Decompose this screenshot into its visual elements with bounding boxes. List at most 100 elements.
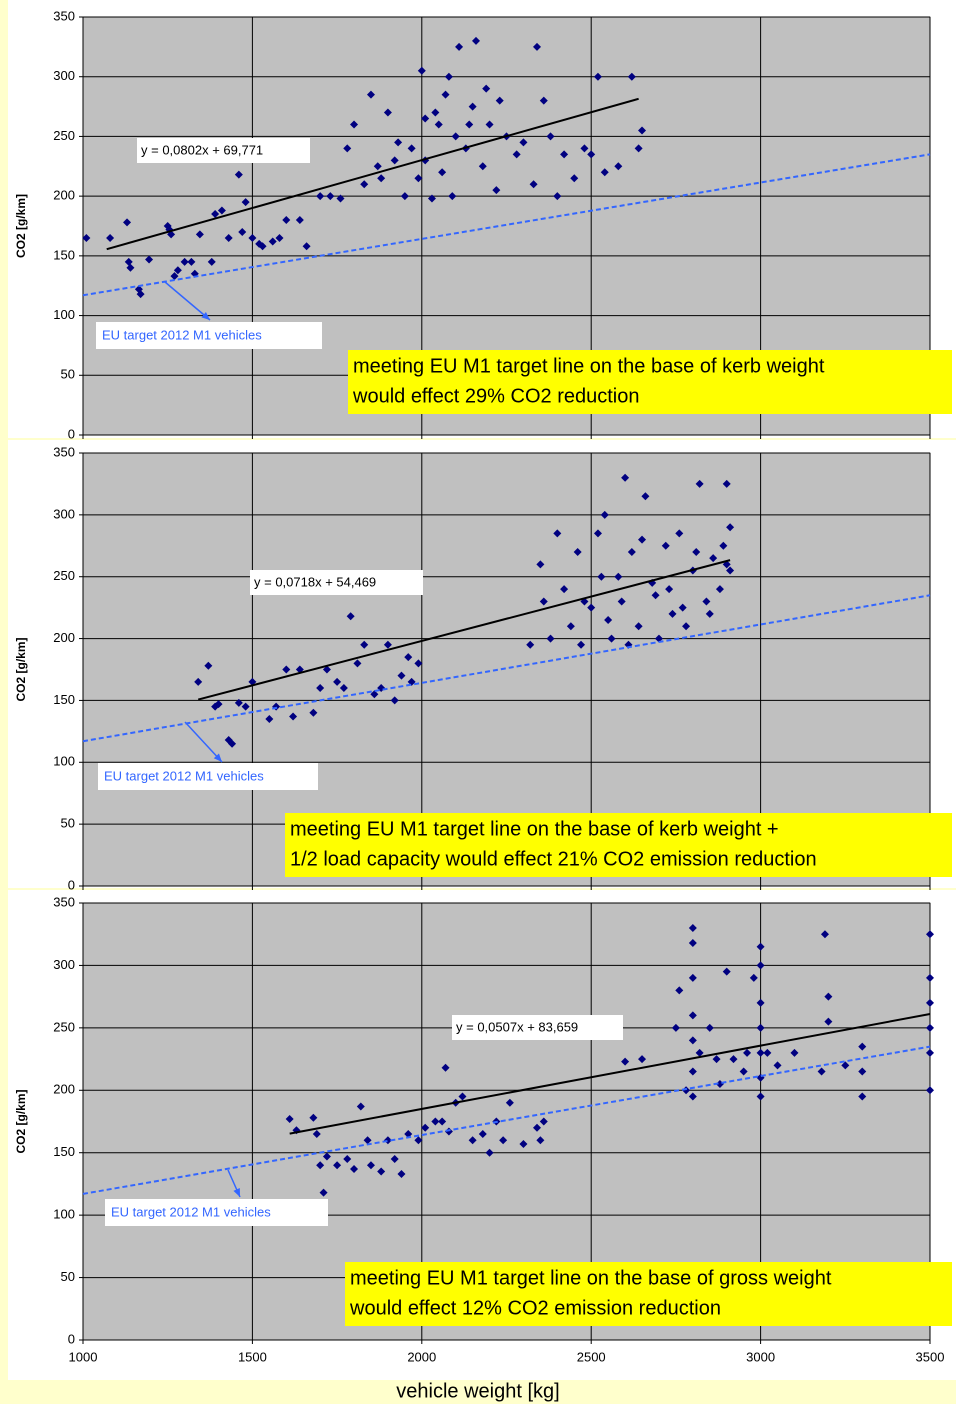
data-point	[82, 233, 91, 242]
y-tick-label: 350	[53, 444, 75, 459]
x-tick-label: 1500	[238, 1349, 267, 1364]
data-point	[743, 1048, 752, 1057]
data-point	[343, 144, 352, 153]
data-point	[207, 257, 216, 266]
data-point	[319, 1188, 328, 1197]
x-tick-label: 3500	[916, 1349, 945, 1364]
target-arrow	[164, 281, 211, 321]
note-box	[348, 350, 952, 414]
data-point	[194, 677, 203, 686]
data-point	[726, 523, 735, 532]
data-point	[228, 739, 237, 748]
data-point	[173, 266, 182, 275]
y-tick-label: 150	[53, 1144, 75, 1159]
data-point	[170, 272, 179, 281]
data-point	[627, 72, 636, 81]
note-line: meeting EU M1 target line on the base of…	[350, 1267, 832, 1289]
data-point	[316, 684, 325, 693]
target-label: EU target 2012 M1 vehicles	[102, 327, 262, 342]
data-point	[858, 1042, 867, 1051]
data-point	[495, 96, 504, 105]
data-point	[587, 603, 596, 612]
x-axis-label: vehicle weight [kg]	[396, 1380, 559, 1402]
target-label-box	[96, 322, 322, 349]
data-point	[546, 634, 555, 643]
data-point	[431, 1117, 440, 1126]
data-point	[366, 90, 375, 99]
y-tick-label: 250	[53, 128, 75, 143]
data-point	[519, 1139, 528, 1148]
data-point	[756, 998, 765, 1007]
data-point	[675, 529, 684, 538]
data-point	[715, 585, 724, 594]
data-point	[499, 1136, 508, 1145]
note-line: meeting EU M1 target line on the base of…	[353, 355, 825, 377]
data-point	[722, 479, 731, 488]
data-point	[390, 156, 399, 165]
data-point	[560, 585, 569, 594]
data-point	[756, 1092, 765, 1101]
data-point	[346, 612, 355, 621]
data-point	[211, 210, 220, 219]
x-tick-label: 2000	[407, 1349, 436, 1364]
data-point	[434, 120, 443, 129]
y-tick-label: 150	[53, 247, 75, 262]
data-point	[526, 640, 535, 649]
y-tick-label: 250	[53, 1019, 75, 1034]
data-point	[638, 1055, 647, 1064]
data-point	[600, 168, 609, 177]
data-point	[607, 634, 616, 643]
data-point	[627, 547, 636, 556]
data-point	[187, 257, 196, 266]
note-box	[285, 813, 952, 877]
data-point	[593, 529, 602, 538]
data-point	[675, 986, 684, 995]
data-point	[377, 174, 386, 183]
data-point	[705, 609, 714, 618]
data-point	[749, 973, 758, 982]
y-tick-label: 200	[53, 188, 75, 203]
data-point	[712, 1055, 721, 1064]
data-point	[458, 1092, 467, 1101]
equation-box	[452, 1015, 623, 1040]
data-point	[702, 597, 711, 606]
data-point	[195, 230, 204, 239]
data-point	[654, 634, 663, 643]
data-point	[841, 1061, 850, 1070]
data-point	[427, 194, 436, 203]
data-point	[678, 603, 687, 612]
data-point	[634, 144, 643, 153]
y-tick-label: 350	[53, 894, 75, 909]
data-point	[414, 659, 423, 668]
data-point	[705, 1023, 714, 1032]
data-point	[763, 1048, 772, 1057]
data-point	[438, 1117, 447, 1126]
target-arrow	[184, 721, 223, 763]
data-point	[604, 616, 613, 625]
data-point	[773, 1061, 782, 1070]
data-point	[688, 1036, 697, 1045]
data-point	[614, 162, 623, 171]
data-point	[621, 1057, 630, 1066]
data-point	[363, 1136, 372, 1145]
data-point	[692, 547, 701, 556]
data-point	[353, 659, 362, 668]
data-point	[356, 1102, 365, 1111]
data-point	[407, 677, 416, 686]
y-tick-label: 300	[53, 957, 75, 972]
data-point	[577, 640, 586, 649]
equation: y = 0,0802x + 69,771	[141, 142, 263, 157]
data-point	[322, 1152, 331, 1161]
data-point	[682, 622, 691, 631]
y-tick-label: 250	[53, 568, 75, 583]
data-point	[688, 1067, 697, 1076]
y-axis-label: CO2 [g/km]	[14, 194, 28, 258]
data-point	[289, 712, 298, 721]
trend-line	[106, 97, 639, 251]
data-point	[180, 257, 189, 266]
data-point	[614, 572, 623, 581]
data-point	[224, 233, 233, 242]
data-point	[532, 1123, 541, 1132]
data-point	[519, 138, 528, 147]
data-point	[820, 930, 829, 939]
